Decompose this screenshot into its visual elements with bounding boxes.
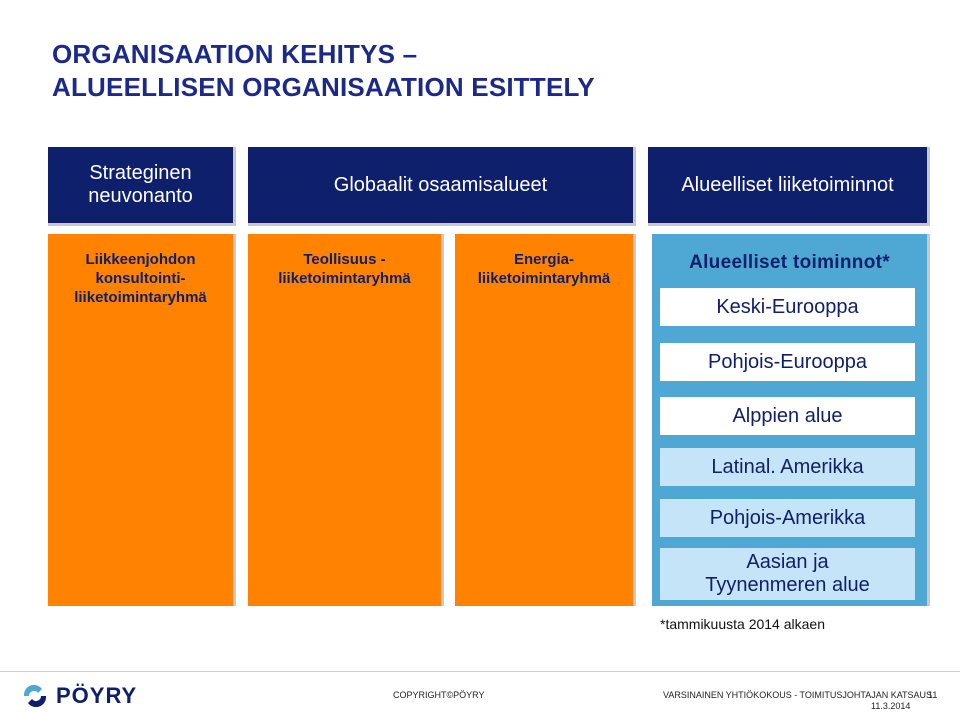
column-industry: Teollisuus - liiketoimintaryhmä [248,234,444,606]
footer-meeting: VARSINAINEN YHTIÖKOKOUS - TOIMITUSJOHTAJ… [663,690,933,700]
header-global-label: Globaalit osaamisalueet [333,173,548,196]
footer-divider [0,671,960,672]
header-regional: Alueelliset liiketoiminnot [648,147,930,226]
regional-operations-panel: Alueelliset toiminnot* Keski-Eurooppa Po… [652,234,930,606]
column-management-consulting: Liikkeenjohdon konsultointi- liiketoimin… [48,234,236,606]
regional-operations-title: Alueelliset toiminnot* [689,252,890,273]
column-energy-line-1: Energia- [513,251,574,268]
title-line-1: ORGANISAATION KEHITYS – [52,39,418,69]
region-central-europe: Keski-Eurooppa [660,288,915,326]
region-latin-america: Latinal. Amerikka [660,448,915,486]
column-management-line-1: Liikkeenjohdon [85,251,196,268]
footer-copyright: COPYRIGHT©PÖYRY [393,690,485,700]
poyry-logo-icon [23,685,47,707]
slide-title: ORGANISAATION KEHITYS – ALUEELLISEN ORGA… [52,38,595,104]
header-strategic-line-2: neuvonanto [88,185,193,207]
company-logo: PÖYRY [20,683,137,709]
region-asia-line-2: Tyynenmeren alue [705,574,870,596]
region-asia-line-1: Aasian ja [746,551,829,573]
header-strategic: Strateginen neuvonanto [48,147,236,226]
page-number: 11 [928,690,938,700]
logo-wordmark: PÖYRY [56,683,138,708]
title-line-2: ALUEELLISEN ORGANISAATION ESITTELY [52,72,595,102]
column-energy: Energia- liiketoimintaryhmä [455,234,636,606]
footer-date: 11.3.2014 [871,701,911,711]
column-industry-line-2: liiketoimintaryhmä [278,270,411,287]
region-alpine: Alppien alue [660,397,915,435]
header-global: Globaalit osaamisalueet [248,147,636,226]
column-management-line-3: liiketoimintaryhmä [74,289,207,306]
column-energy-line-2: liiketoimintaryhmä [477,270,611,287]
region-northern-europe: Pohjois-Eurooppa [660,343,915,381]
region-asia-pacific: Aasian ja Tyynenmeren alue [660,548,915,600]
region-north-america: Pohjois-Amerikka [660,499,915,537]
footnote: *tammikuusta 2014 alkaen [660,616,825,632]
header-strategic-line-1: Strateginen [89,162,192,184]
header-regional-label: Alueelliset liiketoiminnot [681,173,894,196]
column-management-line-2: konsultointi- [95,270,186,287]
column-industry-line-1: Teollisuus - [303,251,386,268]
